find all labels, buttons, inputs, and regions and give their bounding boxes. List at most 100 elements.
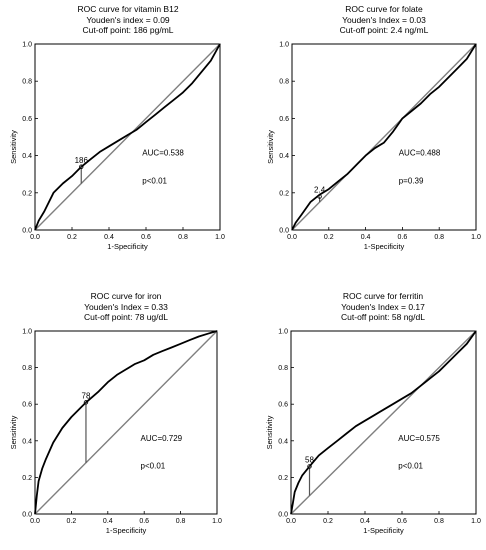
y-tick-label: 0.4 [22, 438, 32, 445]
x-tick-label: 0.8 [434, 234, 444, 241]
roc-curve-line [34, 43, 221, 231]
y-tick-label: 0.6 [22, 116, 32, 123]
auc-annotation: AUC=0.729 [141, 434, 183, 443]
cutoff-point-marker [79, 164, 84, 169]
y-tick-label: 0.4 [22, 153, 32, 160]
x-tick-label: 0.2 [323, 518, 333, 525]
auc-annotation: AUC=0.575 [398, 434, 440, 443]
chart-subtitle-line: Cut-off point: 2.4 ng/mL [340, 25, 429, 35]
y-tick-label: 0.2 [22, 190, 32, 197]
x-tick-label: 0.4 [361, 234, 371, 241]
auc-annotation: AUC=0.488 [399, 149, 441, 158]
y-tick-label: 0.0 [279, 228, 289, 235]
x-tick-label: 0.0 [30, 234, 40, 241]
y-tick-label: 1.0 [279, 42, 289, 49]
x-tick-label: 0.0 [30, 518, 40, 525]
plot-frame [34, 330, 218, 515]
chart-subtitle-line: Cut-off point: 78 ug/dL [84, 312, 168, 322]
y-tick-label: 0.6 [279, 116, 289, 123]
y-tick-label: 0.4 [279, 153, 289, 160]
cutoff-point-label: 78 [82, 391, 91, 400]
chart-subtitle-line: Youden's index = 0.09 [86, 15, 170, 25]
x-tick-label: 0.6 [141, 234, 151, 241]
y-tick-label: 0.8 [22, 365, 32, 372]
x-tick-label: 1.0 [471, 234, 481, 241]
cutoff-point-label: 186 [75, 156, 89, 165]
roc-curve-line [34, 330, 218, 515]
x-tick-label: 0.8 [176, 518, 186, 525]
y-tick-label: 1.0 [22, 42, 32, 49]
reference-diagonal [291, 43, 477, 231]
y-tick-label: 1.0 [22, 329, 32, 336]
y-axis-label: Sensitivity [9, 415, 18, 449]
p-value-annotation: p<0.01 [398, 461, 423, 470]
cutoff-point-label: 2.4 [314, 186, 326, 195]
reference-diagonal [34, 330, 218, 515]
chart-title: ROC curve for folate [345, 4, 423, 14]
cutoff-point-label: 58 [305, 455, 314, 464]
chart-subtitle-line: Cut-off point: 186 pg/mL [82, 25, 173, 35]
x-tick-label: 0.4 [103, 518, 113, 525]
x-tick-label: 1.0 [212, 518, 222, 525]
y-tick-label: 0.0 [22, 228, 32, 235]
y-tick-label: 0.4 [278, 438, 288, 445]
auc-annotation: AUC=0.538 [142, 149, 184, 158]
x-axis-label: 1-Specificity [364, 242, 405, 251]
x-tick-label: 1.0 [471, 518, 481, 525]
x-tick-label: 0.6 [397, 518, 407, 525]
x-tick-label: 1.0 [215, 234, 225, 241]
x-tick-label: 0.2 [324, 234, 334, 241]
cutoff-point-marker [317, 194, 322, 199]
chart-subtitle-line: Cut-off point: 58 ng/dL [341, 312, 425, 322]
x-tick-label: 0.8 [178, 234, 188, 241]
y-tick-label: 0.0 [22, 512, 32, 519]
y-tick-label: 0.8 [279, 79, 289, 86]
plot-frame [291, 43, 477, 231]
y-tick-label: 0.0 [278, 512, 288, 519]
p-value-annotation: p=0.39 [399, 177, 424, 186]
p-value-annotation: p<0.01 [141, 461, 166, 470]
y-axis-label: Sensitivity [265, 415, 274, 449]
x-axis-label: 1-Specificity [363, 526, 404, 535]
reference-diagonal [34, 43, 221, 231]
y-tick-label: 0.6 [278, 402, 288, 409]
x-tick-label: 0.2 [67, 518, 77, 525]
y-tick-label: 0.8 [278, 365, 288, 372]
cutoff-point-marker [307, 464, 312, 469]
chart-title: ROC curve for iron [91, 291, 162, 301]
chart-subtitle-line: Youden's Index = 0.33 [84, 302, 168, 312]
roc-curve-line [291, 43, 477, 231]
chart-subtitle-line: Youden's Index = 0.17 [341, 302, 425, 312]
x-tick-label: 0.2 [67, 234, 77, 241]
y-axis-label: Sensitivity [9, 130, 18, 164]
x-tick-label: 0.8 [434, 518, 444, 525]
y-tick-label: 0.6 [22, 402, 32, 409]
reference-diagonal [290, 330, 477, 515]
x-tick-label: 0.6 [398, 234, 408, 241]
plot-frame [290, 330, 477, 515]
x-tick-label: 0.4 [360, 518, 370, 525]
y-tick-label: 0.2 [279, 190, 289, 197]
x-axis-label: 1-Specificity [107, 242, 148, 251]
x-tick-label: 0.0 [286, 518, 296, 525]
chart-subtitle-line: Youden's Index = 0.03 [342, 15, 426, 25]
y-tick-label: 0.2 [22, 475, 32, 482]
x-axis-label: 1-Specificity [106, 526, 147, 535]
x-tick-label: 0.0 [287, 234, 297, 241]
y-tick-label: 0.8 [22, 79, 32, 86]
x-tick-label: 0.4 [104, 234, 114, 241]
y-tick-label: 1.0 [278, 329, 288, 336]
cutoff-point-marker [83, 400, 89, 405]
p-value-annotation: p<0.01 [142, 177, 167, 186]
x-tick-label: 0.6 [139, 518, 149, 525]
plot-frame [34, 43, 221, 231]
roc-curve-line [290, 330, 477, 515]
y-axis-label: Sensitivity [266, 130, 275, 164]
chart-title: ROC curve for vitamin B12 [77, 4, 178, 14]
